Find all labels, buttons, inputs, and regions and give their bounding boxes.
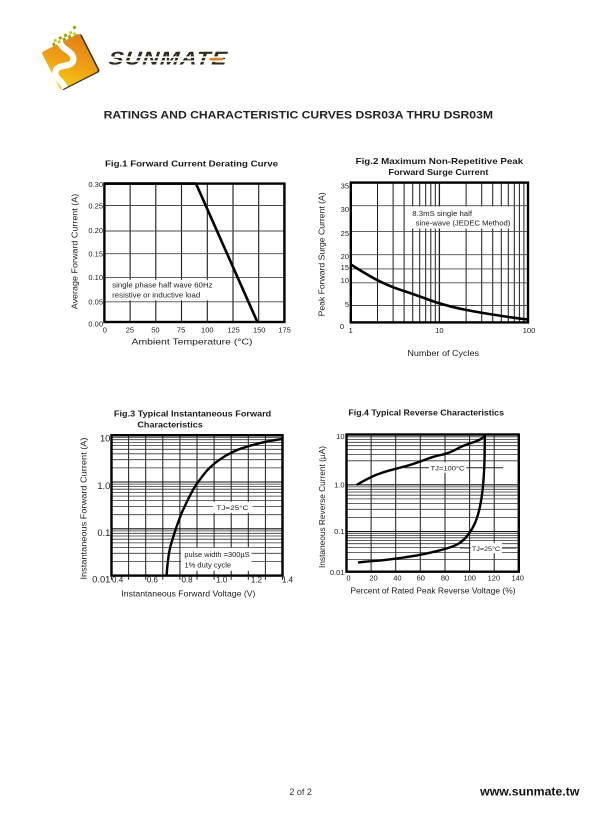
svg-text:0: 0 xyxy=(346,573,350,582)
svg-text:10: 10 xyxy=(100,433,110,444)
svg-text:www.sunmate.tw: www.sunmate.tw xyxy=(479,786,579,798)
svg-text:Ambient Temperature (°C): Ambient Temperature (°C) xyxy=(132,337,253,347)
svg-text:1.4: 1.4 xyxy=(282,576,294,585)
svg-text:5: 5 xyxy=(345,300,349,309)
svg-text:30: 30 xyxy=(341,205,349,214)
svg-text:0.6: 0.6 xyxy=(147,576,159,585)
svg-text:100: 100 xyxy=(463,573,476,582)
svg-text:175: 175 xyxy=(278,326,291,335)
svg-text:1.0: 1.0 xyxy=(216,576,228,585)
svg-text:TJ=25°C: TJ=25°C xyxy=(472,545,500,553)
svg-text:Percent of Rated Peak Reverse: Percent of Rated Peak Reverse Voltage (%… xyxy=(350,586,515,596)
svg-text:35: 35 xyxy=(341,182,349,191)
svg-text:TJ=25°C: TJ=25°C xyxy=(216,504,248,512)
svg-text:0.1: 0.1 xyxy=(334,527,344,536)
svg-text:Number of Cycles: Number of Cycles xyxy=(407,348,479,358)
svg-text:50: 50 xyxy=(151,326,159,335)
svg-text:40: 40 xyxy=(393,573,401,582)
svg-text:10: 10 xyxy=(435,326,443,335)
svg-text:1.0: 1.0 xyxy=(334,480,344,489)
svg-text:Fig.4 Typical Reverse Characte: Fig.4 Typical Reverse Characteristics xyxy=(348,408,504,418)
svg-text:60: 60 xyxy=(417,573,425,582)
svg-text:single phase half wave 60Hz: single phase half wave 60Hz xyxy=(112,281,213,290)
svg-text:25: 25 xyxy=(341,229,349,238)
svg-text:0.30: 0.30 xyxy=(88,180,103,189)
svg-text:1% duty cycle: 1% duty cycle xyxy=(184,560,231,569)
svg-text:0.00: 0.00 xyxy=(88,320,103,329)
svg-text:10: 10 xyxy=(336,432,344,441)
svg-text:15: 15 xyxy=(341,263,349,272)
svg-text:1.0: 1.0 xyxy=(97,480,110,491)
svg-text:Characteristics: Characteristics xyxy=(137,420,203,430)
svg-text:Forward Surge Current: Forward Surge Current xyxy=(388,167,488,177)
svg-text:SUNMATE: SUNMATE xyxy=(108,48,230,69)
svg-text:1: 1 xyxy=(349,326,353,335)
svg-text:pulse width =300µS: pulse width =300µS xyxy=(184,550,249,559)
svg-text:Fig.3 Typical Instantaneous Fo: Fig.3 Typical Instantaneous Forward xyxy=(114,409,271,419)
svg-text:10: 10 xyxy=(341,276,349,285)
svg-text:75: 75 xyxy=(177,326,185,335)
svg-text:0.01: 0.01 xyxy=(330,568,345,577)
svg-text:100: 100 xyxy=(523,326,536,335)
svg-text:Average Forward Current (A): Average Forward Current (A) xyxy=(70,194,80,310)
svg-text:resistive or inductive load: resistive or inductive load xyxy=(112,291,200,300)
svg-text:0: 0 xyxy=(103,326,107,335)
svg-text:25: 25 xyxy=(126,326,134,335)
svg-text:0.15: 0.15 xyxy=(88,250,103,259)
svg-text:Peak Forward Surge Current (A): Peak Forward Surge Current (A) xyxy=(317,192,327,316)
svg-text:0.1: 0.1 xyxy=(97,527,110,538)
svg-text:125: 125 xyxy=(227,326,240,335)
svg-text:Fig.2 Maximum Non-Repetitive P: Fig.2 Maximum Non-Repetitive Peak xyxy=(356,156,524,166)
svg-text:100: 100 xyxy=(201,326,214,335)
svg-text:140: 140 xyxy=(511,573,524,582)
svg-text:1.2: 1.2 xyxy=(251,576,263,585)
svg-text:Instaneous Reverse Current (µA: Instaneous Reverse Current (µA) xyxy=(317,446,327,568)
svg-text:0.4: 0.4 xyxy=(112,576,124,585)
svg-text:150: 150 xyxy=(253,326,266,335)
svg-text:2 of 2: 2 of 2 xyxy=(289,787,312,797)
svg-text:RATINGS AND CHARACTERISTIC CUR: RATINGS AND CHARACTERISTIC CURVES DSR03A… xyxy=(104,110,493,122)
svg-text:20: 20 xyxy=(369,573,377,582)
svg-text:80: 80 xyxy=(441,573,449,582)
svg-text:Fig.1 Forward Current Derating: Fig.1 Forward Current Derating Curve xyxy=(105,159,278,169)
svg-text:0.25: 0.25 xyxy=(88,202,103,211)
svg-text:0.20: 0.20 xyxy=(88,226,103,235)
svg-text:sine-wave (JEDEC Method): sine-wave (JEDEC Method) xyxy=(416,219,511,228)
svg-text:8.3mS single half: 8.3mS single half xyxy=(412,209,472,218)
svg-text:TJ=100°C: TJ=100°C xyxy=(431,464,465,472)
svg-text:Instantaneous Forward Current: Instantaneous Forward Current (A) xyxy=(79,437,89,579)
svg-text:20: 20 xyxy=(341,252,349,261)
svg-text:Instantaneous Forward Voltage: Instantaneous Forward Voltage (V) xyxy=(121,589,255,599)
svg-text:0.8: 0.8 xyxy=(181,576,193,585)
svg-text:0.05: 0.05 xyxy=(88,297,103,306)
svg-text:120: 120 xyxy=(488,573,501,582)
svg-text:0: 0 xyxy=(340,322,344,331)
svg-text:0.10: 0.10 xyxy=(88,273,103,282)
svg-text:0.01: 0.01 xyxy=(92,574,110,585)
